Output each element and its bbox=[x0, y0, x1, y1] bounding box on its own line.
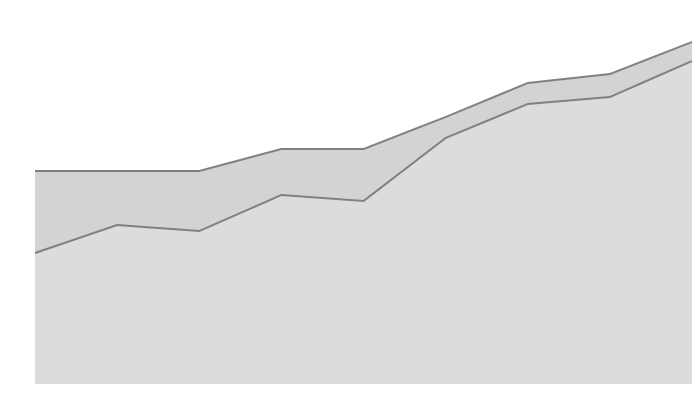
area-line bbox=[34, 60, 693, 254]
area-line bbox=[35, 41, 693, 172]
area bbox=[35, 42, 692, 253]
area bbox=[35, 61, 692, 384]
